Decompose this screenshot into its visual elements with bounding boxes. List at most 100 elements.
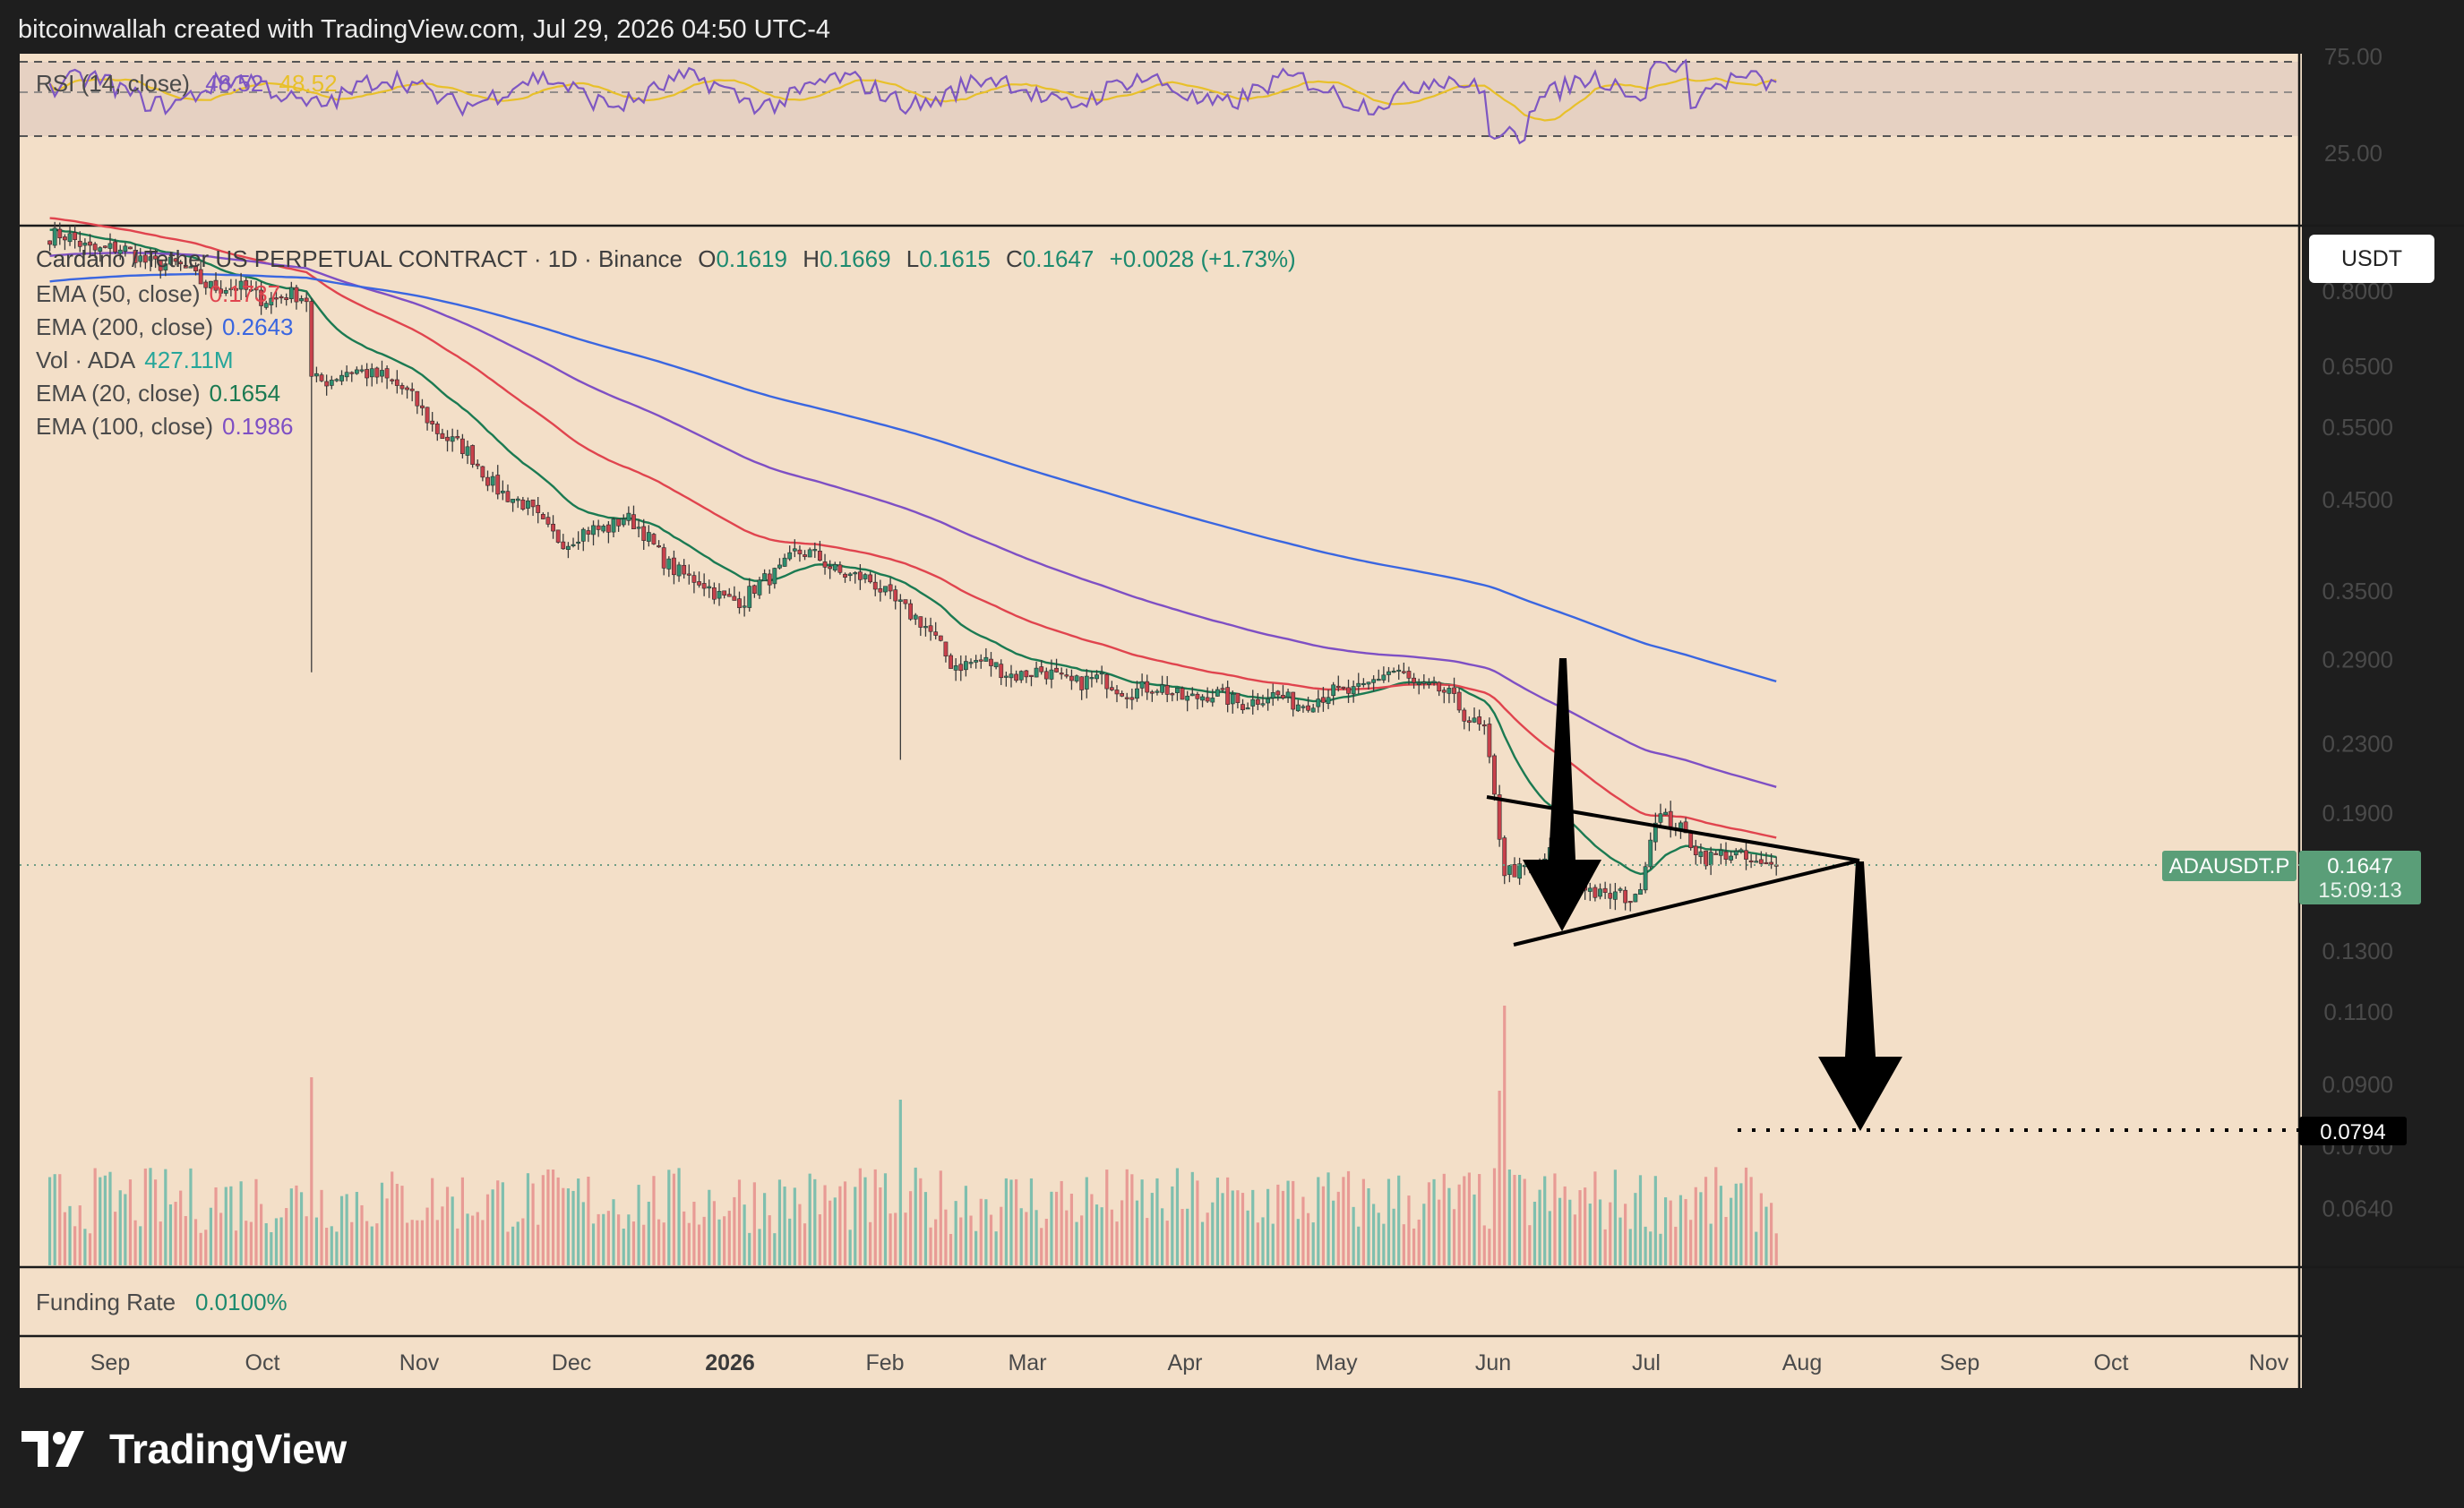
candle [576, 531, 581, 550]
price-badge-text: 0.1647 [2327, 854, 2392, 878]
legend-item[interactable]: EMA (50, close) 0.1737 [36, 280, 289, 308]
candle [168, 252, 173, 266]
candle [777, 558, 782, 570]
candle [259, 281, 263, 315]
time-tick: Aug [1782, 1350, 1822, 1375]
volume-bar [1638, 1175, 1643, 1265]
volume-bar [1603, 1229, 1607, 1265]
candle [732, 586, 737, 601]
currency-button[interactable]: USDT [2309, 235, 2434, 283]
candle [1744, 840, 1748, 870]
candle [173, 257, 178, 266]
candle [430, 412, 435, 432]
volume-bar [1009, 1179, 1013, 1265]
volume-bar [697, 1224, 701, 1265]
volume-bar [556, 1177, 560, 1265]
legend-item[interactable]: EMA (100, close) 0.1986 [36, 413, 303, 441]
legend-item-label: EMA (200, close) [36, 313, 213, 340]
volume-bar [466, 1213, 469, 1265]
legend-close: 0.1647 [1022, 245, 1095, 272]
volume-bar [149, 1168, 152, 1265]
volume-bar [929, 1227, 932, 1265]
candle [1361, 678, 1366, 688]
candle [1608, 883, 1613, 910]
candle [1381, 666, 1387, 683]
legend-high-label: H [803, 245, 820, 272]
volume-bar [159, 1221, 162, 1265]
volume-bar [1563, 1186, 1567, 1265]
candle [304, 292, 309, 313]
candle [1034, 661, 1039, 678]
candle [1281, 685, 1285, 700]
candle [993, 662, 999, 670]
candle [67, 226, 73, 246]
volume-bar [622, 1229, 625, 1265]
volume-bar [1000, 1206, 1003, 1265]
candle [1387, 666, 1391, 682]
candle [1275, 690, 1281, 701]
legend-item[interactable]: EMA (200, close) 0.2643 [36, 313, 303, 341]
countdown-text: 15:09:13 [2318, 878, 2401, 903]
volume-bar [1714, 1167, 1718, 1265]
candle [253, 281, 259, 299]
volume-bar [1689, 1220, 1693, 1265]
candle [1195, 691, 1200, 710]
tradingview-logo[interactable]: TradingView [21, 1420, 347, 1478]
candle [1618, 887, 1623, 894]
candle [1598, 883, 1602, 900]
volume-bar [546, 1169, 550, 1265]
volume-bar [174, 1202, 177, 1265]
volume-bar [692, 1201, 696, 1265]
candle [1310, 704, 1316, 713]
volume-bar [1412, 1228, 1416, 1265]
price-tick: 0.1300 [2322, 938, 2393, 964]
volume-bar [1548, 1211, 1551, 1265]
time-tick: Nov [399, 1350, 440, 1375]
candle [505, 484, 511, 503]
candle [686, 564, 691, 585]
candle [651, 533, 657, 545]
volume-bar [1644, 1226, 1647, 1265]
legend-item[interactable]: Vol · ADA 427.11M [36, 347, 243, 374]
candle [555, 529, 561, 544]
volume-bar [1085, 1177, 1088, 1265]
volume-bar [1568, 1199, 1572, 1265]
volume-bar [1749, 1177, 1753, 1265]
volume-bar [1004, 1178, 1008, 1265]
volume-bar [310, 1077, 313, 1265]
candle [1481, 720, 1487, 735]
volume-bar [898, 1100, 902, 1265]
candle [1155, 689, 1160, 696]
volume-bar [969, 1215, 973, 1265]
legend-item[interactable]: EMA (20, close) 0.1654 [36, 380, 289, 407]
volume-bar [501, 1182, 504, 1265]
price-axis: 0.80000.65000.55000.45000.35000.29000.23… [2322, 278, 2393, 1222]
candle [949, 653, 953, 669]
candle [117, 244, 123, 261]
volume-bar [1734, 1183, 1738, 1265]
candle [722, 590, 727, 599]
candle [490, 471, 495, 493]
volume-bar [93, 1168, 97, 1265]
volume-bar [1029, 1178, 1034, 1265]
candle [1170, 692, 1175, 702]
candle [359, 364, 365, 373]
rsi-ma-value: 48.52 [279, 70, 338, 97]
volume-bar [103, 1175, 107, 1265]
volume-bar [1105, 1170, 1109, 1265]
candle [1472, 707, 1477, 724]
candle [1009, 664, 1014, 688]
volume-bar [1613, 1170, 1617, 1265]
candle [605, 520, 611, 544]
time-tick: Jun [1475, 1350, 1511, 1375]
candle [515, 496, 520, 509]
candle [636, 518, 641, 538]
volume-bar [647, 1201, 650, 1265]
candle [365, 363, 370, 387]
volume-bar [883, 1173, 888, 1265]
candle [1517, 857, 1522, 886]
volume-bar [1498, 1091, 1501, 1265]
volume-bar [330, 1226, 333, 1265]
volume-bar [1251, 1189, 1255, 1265]
